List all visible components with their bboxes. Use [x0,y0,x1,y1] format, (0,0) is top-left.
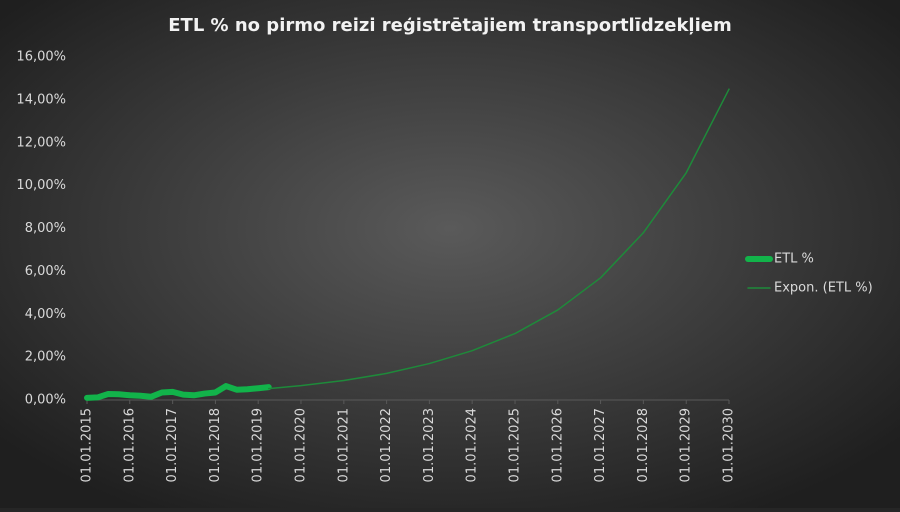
x-tick-label: 01.01.2015 [80,408,95,482]
legend-label: Expon. (ETL %) [774,281,873,296]
y-tick-label: 14,00% [16,92,66,107]
y-tick-label: 0,00% [25,393,66,408]
x-tick-label: 01.01.2021 [336,408,351,482]
series-line [84,383,272,401]
x-tick-label: 01.01.2024 [465,408,480,482]
x-tick-label: 01.01.2027 [593,408,608,482]
chart-title: ETL % no pirmo reizi reģistrētajiem tran… [168,15,731,36]
x-tick-label: 01.01.2018 [208,408,223,482]
y-tick-label: 6,00% [25,264,66,279]
x-tick-label: 01.01.2016 [122,408,137,482]
x-tick-label: 01.01.2019 [251,408,266,482]
x-tick-label: 01.01.2028 [636,408,651,482]
y-tick-label: 4,00% [25,307,66,322]
x-tick-label: 01.01.2029 [679,408,694,482]
x-tick-label: 01.01.2022 [379,408,394,482]
y-tick-label: 2,00% [25,350,66,365]
y-tick-label: 12,00% [16,135,66,150]
x-tick-label: 01.01.2025 [508,408,523,482]
x-tick-label: 01.01.2023 [422,408,437,482]
legend-label: ETL % [774,252,814,267]
y-tick-label: 16,00% [16,50,66,65]
x-tick-label: 01.01.2030 [722,408,737,482]
x-tick-label: 01.01.2020 [293,408,308,482]
x-tick-label: 01.01.2017 [165,408,180,482]
y-tick-label: 10,00% [16,178,66,193]
series-line [267,88,730,390]
y-tick-label: 8,00% [25,221,66,236]
x-tick-label: 01.01.2026 [550,408,565,482]
